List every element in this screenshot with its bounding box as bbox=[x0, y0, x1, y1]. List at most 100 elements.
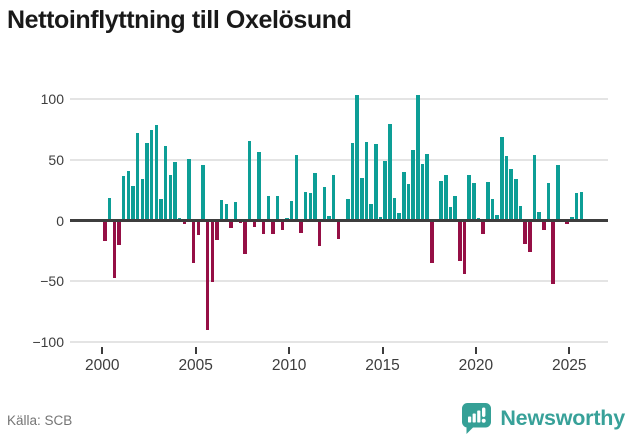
x-axis-label-2020: 2020 bbox=[458, 357, 494, 374]
x-tick-2015 bbox=[381, 347, 384, 354]
bar-2004-Q3 bbox=[187, 158, 191, 221]
bar-2018-Q1 bbox=[439, 180, 443, 221]
bar-2010-Q3 bbox=[299, 220, 303, 233]
bar-2023-Q1 bbox=[532, 155, 537, 221]
bar-2021-Q2 bbox=[500, 137, 504, 221]
x-tick-2025 bbox=[568, 347, 571, 354]
bar-2014-Q3 bbox=[374, 144, 378, 221]
bar-2000-Q1 bbox=[103, 220, 107, 242]
x-tick-2010 bbox=[288, 347, 291, 354]
bar-2009-Q3 bbox=[280, 220, 285, 231]
bar-2013-Q1 bbox=[346, 198, 350, 221]
bar-2003-Q3 bbox=[168, 174, 172, 221]
bar-2013-Q2 bbox=[350, 143, 355, 221]
bar-2010-Q4 bbox=[303, 191, 308, 221]
bar-2002-Q2 bbox=[145, 143, 149, 221]
bar-2004-Q2 bbox=[182, 220, 186, 225]
bar-2000-Q4 bbox=[117, 220, 121, 245]
bar-2021-Q4 bbox=[509, 168, 513, 221]
bar-2025-Q2 bbox=[574, 192, 579, 221]
bar-2022-Q2 bbox=[518, 206, 523, 221]
bar-2008-Q2 bbox=[257, 151, 261, 221]
x-tick-2000 bbox=[101, 347, 104, 354]
bar-2018-Q3 bbox=[448, 207, 453, 221]
bar-2016-Q4 bbox=[416, 94, 420, 221]
bar-2018-Q2 bbox=[444, 174, 448, 221]
bar-2010-Q2 bbox=[294, 155, 299, 221]
page-title: Nettoinflyttning till Oxelösund bbox=[7, 6, 352, 34]
y-axis-label-0: 0 bbox=[56, 212, 64, 229]
bar-2015-Q4 bbox=[397, 213, 401, 221]
bar-2011-Q1 bbox=[308, 192, 313, 221]
bar-2024-Q1 bbox=[551, 220, 555, 284]
bar-2001-Q2 bbox=[126, 170, 130, 221]
bar-2002-Q3 bbox=[149, 129, 154, 221]
bar-2003-Q2 bbox=[163, 145, 168, 221]
bar-2025-Q3 bbox=[579, 191, 583, 221]
bar-2008-Q1 bbox=[252, 220, 257, 227]
bar-2009-Q1 bbox=[271, 220, 275, 234]
gridline--50 bbox=[70, 280, 608, 283]
bar-2015-Q3 bbox=[392, 197, 397, 221]
bar-2012-Q3 bbox=[336, 220, 341, 239]
bar-2006-Q1 bbox=[215, 220, 219, 240]
bar-2006-Q4 bbox=[229, 220, 233, 228]
bar-2015-Q1 bbox=[383, 161, 387, 221]
bar-2009-Q2 bbox=[275, 196, 280, 221]
x-axis-label-2000: 2000 bbox=[85, 357, 120, 374]
bar-2006-Q2 bbox=[219, 200, 224, 221]
gridline-100 bbox=[70, 98, 608, 101]
gridline--100 bbox=[70, 340, 608, 343]
bar-2016-Q3 bbox=[411, 150, 415, 221]
zero-axis-line bbox=[70, 219, 608, 223]
x-tick-2020 bbox=[474, 347, 477, 354]
bar-2006-Q3 bbox=[224, 203, 228, 221]
bar-2021-Q1 bbox=[495, 214, 499, 221]
bar-2016-Q1 bbox=[402, 172, 406, 221]
bar-2003-Q1 bbox=[159, 198, 163, 221]
x-axis-label-2010: 2010 bbox=[271, 357, 307, 374]
x-axis-label-2005: 2005 bbox=[178, 357, 213, 374]
bar-2023-Q4 bbox=[546, 183, 551, 221]
bar-2022-Q4 bbox=[528, 220, 532, 253]
bar-2005-Q4 bbox=[210, 220, 214, 283]
bar-2024-Q4 bbox=[565, 220, 569, 225]
bar-2011-Q2 bbox=[313, 173, 317, 221]
bar-2011-Q4 bbox=[322, 186, 327, 221]
bar-2018-Q4 bbox=[453, 196, 457, 221]
bar-2002-Q1 bbox=[140, 179, 144, 221]
bar-2025-Q1 bbox=[570, 217, 574, 221]
bar-2013-Q3 bbox=[355, 94, 359, 221]
bar-2014-Q4 bbox=[378, 217, 383, 221]
y-axis-label--100: −100 bbox=[32, 333, 64, 350]
bar-2007-Q3 bbox=[243, 220, 247, 255]
bar-2014-Q2 bbox=[369, 203, 373, 221]
bar-2008-Q4 bbox=[266, 196, 271, 221]
bar-2017-Q2 bbox=[425, 153, 429, 221]
bar-2023-Q3 bbox=[542, 220, 546, 231]
bar-2011-Q3 bbox=[317, 220, 322, 247]
bar-2020-Q2 bbox=[481, 220, 485, 234]
y-axis-label--50: −50 bbox=[40, 273, 64, 290]
bar-2015-Q2 bbox=[388, 123, 392, 221]
bar-2008-Q3 bbox=[261, 220, 266, 234]
newsworthy-logo-text: Newsworthy bbox=[500, 405, 625, 430]
bar-2007-Q4 bbox=[247, 140, 252, 221]
bar-2001-Q1 bbox=[121, 175, 126, 221]
bar-2003-Q4 bbox=[173, 162, 177, 221]
source-caption: Källa: SCB bbox=[7, 413, 73, 428]
bar-2023-Q2 bbox=[537, 212, 541, 221]
bar-2012-Q1 bbox=[327, 215, 331, 221]
bar-2020-Q3 bbox=[486, 181, 490, 221]
bar-2002-Q4 bbox=[154, 124, 158, 221]
bar-2001-Q3 bbox=[131, 185, 135, 221]
bar-2000-Q2 bbox=[107, 197, 112, 221]
x-axis-label-2015: 2015 bbox=[365, 357, 400, 374]
y-axis-label-50: 50 bbox=[48, 152, 64, 168]
bar-2013-Q4 bbox=[360, 178, 364, 221]
bar-2004-Q4 bbox=[191, 220, 196, 263]
bar-2005-Q3 bbox=[205, 220, 210, 330]
y-axis-label-100: 100 bbox=[40, 91, 64, 108]
bar-2000-Q3 bbox=[112, 220, 116, 278]
